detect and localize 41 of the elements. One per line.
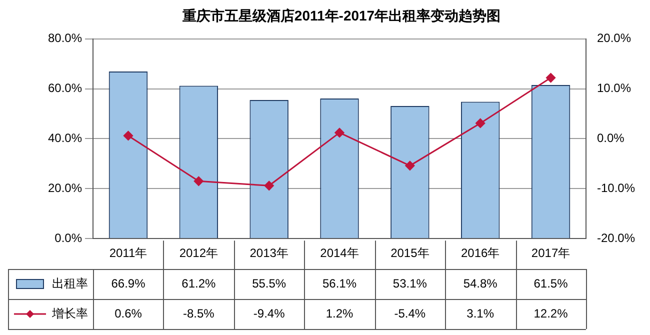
point: [264, 180, 274, 190]
x-tick-label: 2015年: [390, 246, 430, 260]
x-tick-label: 2012年: [179, 246, 218, 260]
data-label: 55.5%: [252, 276, 286, 290]
legend-label: 出租率: [52, 276, 88, 290]
y-tick-label: 20.0%: [48, 180, 82, 195]
data-label: -8.5%: [182, 306, 215, 320]
point: [194, 176, 204, 186]
legend-label: 增长率: [51, 306, 88, 320]
y2-tick-label: -20.0%: [596, 230, 636, 245]
y2-tick-label: 0.0%: [596, 131, 625, 146]
x-tick-label: 2017年: [531, 246, 570, 260]
point: [334, 128, 344, 138]
data-label: 61.2%: [182, 276, 216, 290]
data-label: 56.1%: [322, 276, 357, 290]
y-tick-label: 40.0%: [48, 131, 82, 146]
data-label: 0.6%: [114, 306, 142, 320]
x-tick-label: 2014年: [320, 246, 359, 260]
chart-title: 重庆市五星级酒店2011年-2017年出租率变动趋势图: [181, 7, 501, 24]
y2-tick-label: 20.0%: [596, 31, 632, 46]
point: [546, 73, 556, 83]
data-label: 53.1%: [392, 276, 428, 290]
y-tick-label: 60.0%: [48, 81, 82, 96]
data-label: 12.2%: [534, 306, 568, 320]
data-label: 1.2%: [326, 306, 354, 320]
x-tick-label: 2016年: [460, 246, 500, 260]
x-tick-label: 2013年: [250, 246, 288, 260]
y2-tick-label: 10.0%: [596, 81, 632, 96]
y2-tick-label: -10.0%: [596, 180, 636, 195]
data-label: -5.4%: [394, 306, 426, 320]
data-label: 3.1%: [466, 306, 494, 320]
point: [476, 118, 486, 128]
y-tick-label: 0.0%: [54, 230, 82, 245]
data-label: 66.9%: [111, 276, 146, 290]
data-label: 61.5%: [534, 276, 568, 290]
data-label: 54.8%: [463, 276, 498, 290]
point: [405, 160, 415, 170]
point: [123, 130, 133, 140]
x-tick-label: 2011年: [109, 246, 148, 260]
data-label: -9.4%: [253, 306, 286, 320]
y-tick-label: 80.0%: [48, 31, 82, 46]
